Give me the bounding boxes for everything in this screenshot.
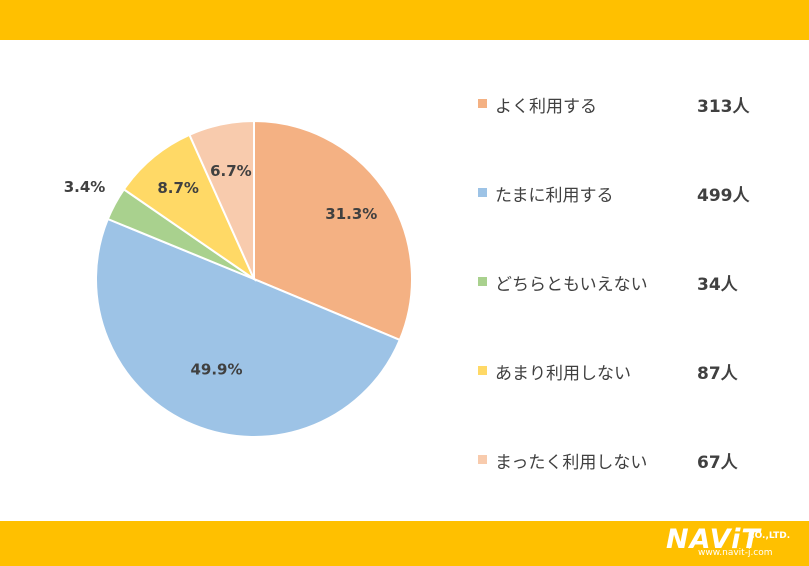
bottom-banner bbox=[0, 521, 809, 566]
legend-swatch bbox=[478, 455, 487, 464]
pie-slice bbox=[253, 119, 413, 342]
legend-label: どちらともいえない bbox=[495, 275, 648, 295]
legend-label: まったく利用しない bbox=[495, 453, 648, 473]
top-banner bbox=[0, 0, 809, 40]
legend-item-often: よく利用する 313人 bbox=[478, 86, 778, 122]
logo-website: www.navit-j.com bbox=[698, 548, 773, 558]
pie-slice bbox=[122, 133, 257, 282]
slice-data-label: 31.3% bbox=[325, 205, 377, 223]
legend-swatch bbox=[478, 188, 487, 197]
logo-wordmark: NAViT bbox=[666, 524, 761, 555]
legend-count: 313人 bbox=[697, 97, 750, 117]
legend-item-neutral: どちらともいえない 34人 bbox=[478, 264, 778, 300]
legend-swatch bbox=[478, 277, 487, 286]
legend-item-rarely: あまり利用しない 87人 bbox=[478, 353, 778, 389]
navit-logo: NAViT CO.,LTD. www.navit-j.com bbox=[666, 525, 804, 561]
legend-count: 34人 bbox=[697, 275, 738, 295]
logo-company-suffix: CO.,LTD. bbox=[748, 531, 791, 541]
legend-item-never: まったく利用しない 67人 bbox=[478, 442, 778, 478]
legend-count: 67人 bbox=[697, 453, 738, 473]
pie-slice bbox=[188, 119, 255, 280]
slice-data-label: 8.7% bbox=[157, 179, 199, 197]
legend-swatch bbox=[478, 366, 487, 375]
slice-data-label: 6.7% bbox=[210, 162, 252, 180]
legend-label: よく利用する bbox=[495, 97, 597, 117]
slice-data-label: 3.4% bbox=[64, 178, 106, 196]
legend-label: あまり利用しない bbox=[495, 364, 631, 384]
legend-label: たまに利用する bbox=[495, 186, 614, 206]
legend-swatch bbox=[478, 99, 487, 108]
slice-data-label: 49.9% bbox=[190, 361, 242, 379]
legend-count: 499人 bbox=[697, 186, 750, 206]
legend-count: 87人 bbox=[697, 364, 738, 384]
pie-slice bbox=[95, 217, 402, 438]
legend-item-sometimes: たまに利用する 499人 bbox=[478, 175, 778, 211]
